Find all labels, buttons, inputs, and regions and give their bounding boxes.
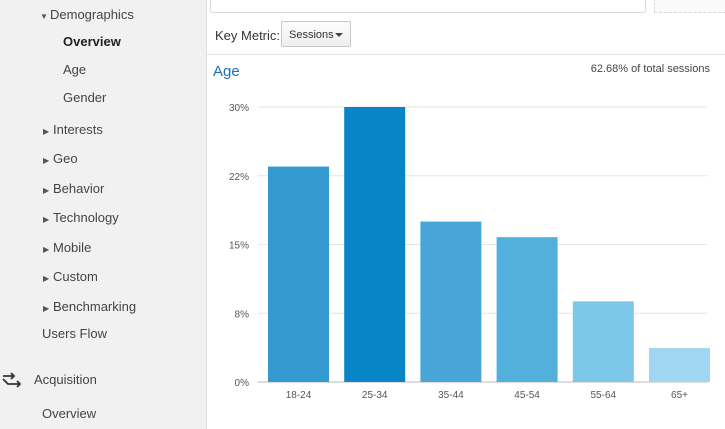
sidebar-item-label: Interests bbox=[53, 122, 103, 137]
sidebar-item-custom[interactable]: ▶ Custom bbox=[43, 264, 206, 290]
y-tick-label: 0% bbox=[235, 378, 250, 389]
expand-down-icon: ▼ bbox=[40, 12, 48, 21]
sidebar-item-label: Demographics bbox=[50, 7, 134, 22]
x-tick-label: 25-34 bbox=[362, 390, 388, 401]
sidebar-item-overview[interactable]: Overview bbox=[63, 29, 206, 55]
sidebar-item-benchmarking[interactable]: ▶ Benchmarking bbox=[43, 294, 206, 320]
key-metric-value: Sessions bbox=[289, 29, 334, 41]
expand-right-icon: ▶ bbox=[43, 304, 50, 313]
sidebar-item-technology[interactable]: ▶ Technology bbox=[43, 205, 206, 231]
y-tick-label: 30% bbox=[229, 103, 249, 114]
bar-55-64[interactable] bbox=[572, 301, 634, 382]
bar-65+[interactable] bbox=[649, 348, 710, 382]
sidebar-item-label: Mobile bbox=[53, 240, 92, 255]
top-panel-box bbox=[210, 0, 646, 13]
chart-title: Age bbox=[213, 63, 240, 80]
y-tick-label: 8% bbox=[235, 309, 250, 320]
sidebar-item-label: Behavior bbox=[53, 181, 105, 196]
sidebar-item-acquisition[interactable]: Acquisition bbox=[0, 367, 206, 393]
sidebar-item-label: Benchmarking bbox=[53, 299, 137, 314]
expand-right-icon: ▶ bbox=[43, 156, 50, 165]
sidebar-item-label: Age bbox=[63, 62, 87, 77]
bar-45-54[interactable] bbox=[496, 237, 558, 382]
sidebar-item-mobile[interactable]: ▶ Mobile bbox=[43, 235, 206, 261]
sidebar-item-label: Overview bbox=[63, 34, 121, 49]
sidebar: ▼ Demographics Overview Age Gender ▶ Inter… bbox=[0, 0, 207, 429]
age-bar-chart: 0% 8% 15% 22% 30% 18-24 25-34 35-44 45-54 55-64 65… bbox=[229, 103, 710, 401]
bar-18-24[interactable] bbox=[268, 166, 329, 382]
top-panel-placeholder bbox=[654, 0, 725, 13]
divider bbox=[207, 54, 725, 55]
x-tick-label: 18-24 bbox=[286, 390, 312, 401]
expand-right-icon: ▶ bbox=[43, 186, 50, 195]
sidebar-item-label: Acquisition bbox=[34, 372, 97, 387]
expand-right-icon: ▶ bbox=[43, 215, 50, 224]
sidebar-item-label: Gender bbox=[63, 90, 107, 105]
sidebar-item-behavior[interactable]: ▶ Behavior bbox=[43, 176, 206, 202]
x-tick-label: 55-64 bbox=[591, 390, 617, 401]
x-tick-label: 35-44 bbox=[438, 390, 464, 401]
expand-right-icon: ▶ bbox=[43, 274, 50, 283]
sidebar-item-interests[interactable]: ▶ Interests bbox=[43, 117, 206, 143]
sidebar-item-label: Geo bbox=[53, 151, 78, 166]
key-metric-select[interactable]: Sessions bbox=[281, 21, 351, 47]
sidebar-item-demographics[interactable]: ▼ Demographics bbox=[40, 2, 206, 28]
sidebar-item-gender[interactable]: Gender bbox=[63, 85, 206, 111]
sidebar-item-geo[interactable]: ▶ Geo bbox=[43, 146, 206, 172]
x-tick-label: 45-54 bbox=[514, 390, 540, 401]
y-tick-label: 15% bbox=[229, 241, 249, 252]
main-panel: Key Metric: Sessions Age 62.68% of total… bbox=[207, 0, 725, 429]
bar-35-44[interactable] bbox=[420, 221, 482, 382]
sidebar-item-age[interactable]: Age bbox=[63, 57, 206, 83]
sidebar-item-label: Overview bbox=[42, 406, 97, 421]
chart-subtitle: 62.68% of total sessions bbox=[590, 63, 710, 75]
key-metric-label: Key Metric: bbox=[215, 28, 281, 43]
chevron-down-icon bbox=[335, 33, 343, 37]
expand-right-icon: ▶ bbox=[43, 245, 50, 254]
sidebar-item-label: Users Flow bbox=[42, 326, 108, 341]
x-tick-label: 65+ bbox=[671, 390, 688, 401]
y-tick-label: 22% bbox=[229, 172, 249, 183]
sidebar-item-label: Technology bbox=[53, 210, 119, 225]
sidebar-item-label: Custom bbox=[53, 269, 98, 284]
expand-right-icon: ▶ bbox=[43, 127, 50, 136]
sidebar-item-users-flow[interactable]: Users Flow bbox=[42, 321, 206, 347]
sidebar-item-acquisition-overview[interactable]: Overview bbox=[42, 401, 206, 427]
acquisition-arrows-icon bbox=[2, 372, 22, 388]
bar-25-34[interactable] bbox=[344, 107, 406, 382]
